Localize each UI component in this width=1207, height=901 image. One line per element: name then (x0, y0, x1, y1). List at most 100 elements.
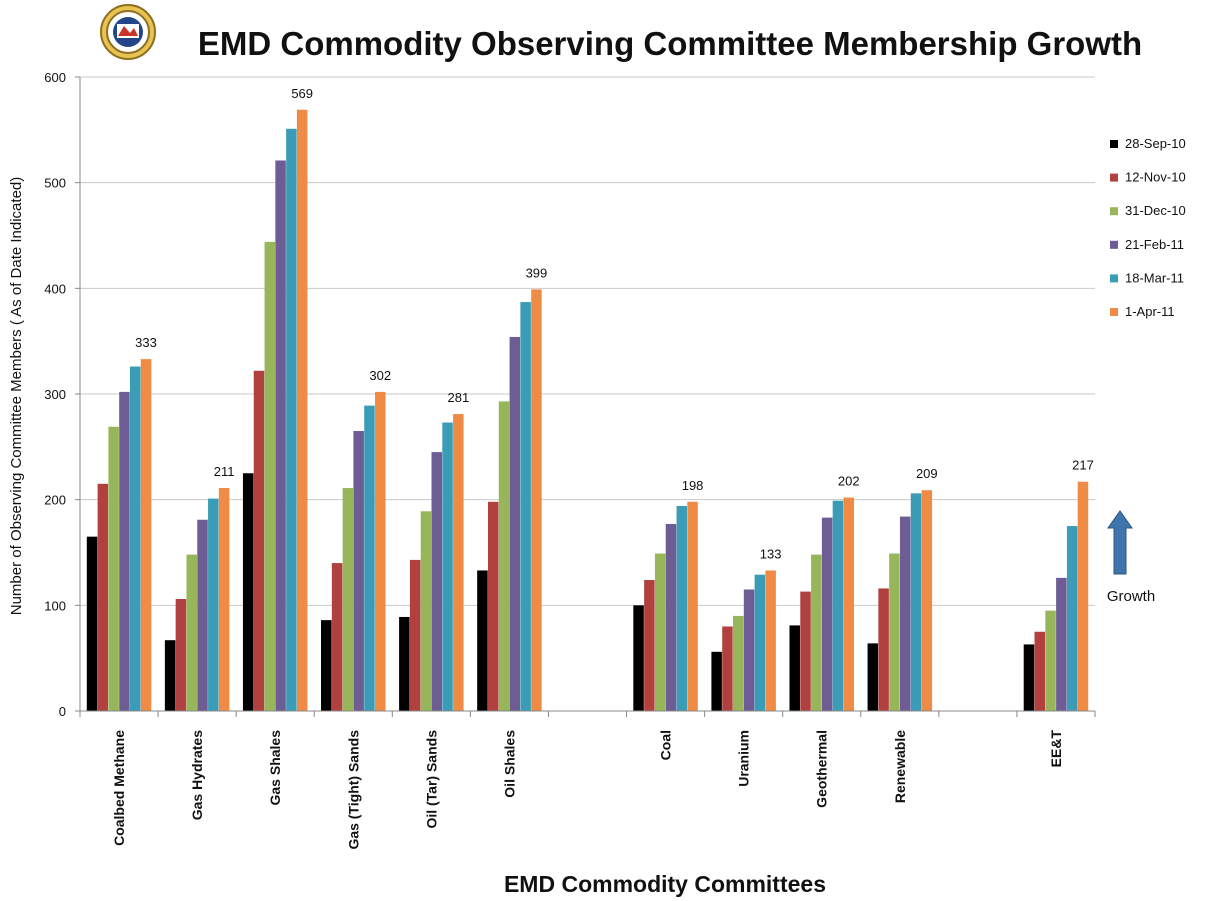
bar (175, 598, 187, 711)
legend: 28-Sep-10 12-Nov-10 31-Dec-10 21-Feb-11 18-M… (1110, 136, 1186, 319)
x-tick-label: Oil Shales (501, 730, 517, 798)
bar (218, 488, 230, 711)
data-label: 569 (291, 86, 313, 101)
bar (520, 302, 531, 711)
bar (765, 570, 776, 711)
x-tick-label: Gas Shales (267, 730, 283, 806)
bar (654, 553, 666, 711)
bar (633, 605, 644, 711)
x-tick-label: Oil (Tar) Sands (423, 730, 439, 829)
bar (286, 128, 297, 711)
bar (442, 422, 453, 711)
bar (364, 405, 375, 711)
bar (129, 366, 141, 711)
bar (108, 426, 119, 711)
bar (867, 643, 879, 711)
legend-swatch (1110, 140, 1118, 148)
up-arrow-icon (1107, 510, 1133, 575)
bar (676, 506, 688, 711)
y-tick-label: 500 (44, 176, 66, 191)
bar (296, 109, 308, 712)
bar (687, 501, 698, 711)
x-tick-label: EE&T (1048, 730, 1064, 768)
bar (264, 241, 276, 711)
gridlines (80, 76, 1095, 606)
emd-seal-logo (100, 4, 156, 60)
bar (186, 554, 197, 711)
bar (843, 497, 854, 711)
legend-swatch (1110, 207, 1118, 216)
x-tick-label: Geothermal (814, 730, 830, 808)
data-label: 202 (838, 474, 860, 489)
bar (832, 500, 844, 711)
bar (789, 625, 800, 711)
data-label: 209 (916, 466, 938, 481)
data-label: 133 (760, 546, 782, 561)
data-label: 211 (214, 464, 235, 479)
bar (531, 289, 542, 711)
bar (275, 160, 286, 711)
data-label: 333 (135, 335, 157, 350)
chart-title: EMD Commodity Observing Committee Member… (198, 25, 1142, 62)
bar (665, 523, 677, 711)
bar (86, 536, 98, 711)
x-tick-label: Coal (658, 730, 674, 760)
bar (889, 553, 900, 711)
bar (711, 651, 722, 711)
legend-swatch (1110, 173, 1118, 182)
bar (119, 391, 130, 711)
bar (431, 452, 442, 711)
bar (242, 473, 254, 711)
data-label: 302 (369, 368, 391, 383)
x-tick-label: Gas Hydrates (189, 730, 205, 820)
x-tick-label: Gas (Tight) Sands (345, 730, 361, 850)
bar (409, 559, 421, 711)
y-tick-label: 400 (44, 281, 66, 296)
legend-swatch (1110, 308, 1118, 316)
bar (1077, 481, 1089, 711)
bar (399, 616, 410, 711)
y-axis-label: Number of Observing Committee Members ( … (8, 177, 25, 616)
x-tick-label: Uranium (736, 730, 752, 787)
bar (453, 414, 464, 711)
bar (140, 359, 152, 711)
data-label: 281 (447, 390, 469, 405)
legend-label: 18-Mar-11 (1125, 270, 1184, 285)
bar (321, 620, 332, 711)
bar (743, 589, 755, 711)
bar (722, 626, 733, 711)
bars (86, 109, 1089, 712)
growth-annotation: Growth (1107, 510, 1155, 605)
growth-label: Growth (1107, 588, 1155, 605)
x-tick-label: Coalbed Methane (111, 730, 127, 846)
bar (498, 401, 510, 711)
y-tick-label: 100 (44, 598, 66, 613)
legend-swatch (1110, 240, 1118, 249)
data-labels: 333 211 569 302 281 399 198 133 202 209 217 (135, 86, 1094, 562)
bar (899, 516, 911, 711)
bar (910, 493, 922, 711)
bar (509, 336, 521, 711)
y-axis-ticks: 0 100 200 300 400 500 600 (44, 70, 80, 719)
bar (921, 490, 933, 711)
y-tick-label: 300 (44, 387, 66, 402)
bar (1066, 526, 1078, 711)
bar (477, 570, 488, 711)
legend-swatch (1110, 274, 1118, 283)
bar (342, 488, 354, 711)
legend-label: 31-Dec-10 (1125, 203, 1186, 218)
bar (811, 554, 822, 711)
bar (164, 640, 176, 711)
data-label: 217 (1072, 458, 1094, 473)
legend-label: 28-Sep-10 (1125, 136, 1186, 151)
bar (375, 391, 386, 711)
bar (353, 430, 364, 711)
bar (1045, 610, 1056, 711)
bar (1056, 577, 1067, 711)
legend-label: 1-Apr-11 (1125, 304, 1175, 319)
y-tick-label: 600 (44, 70, 66, 85)
bar (208, 498, 219, 711)
bar (821, 517, 833, 711)
bar (97, 483, 109, 711)
